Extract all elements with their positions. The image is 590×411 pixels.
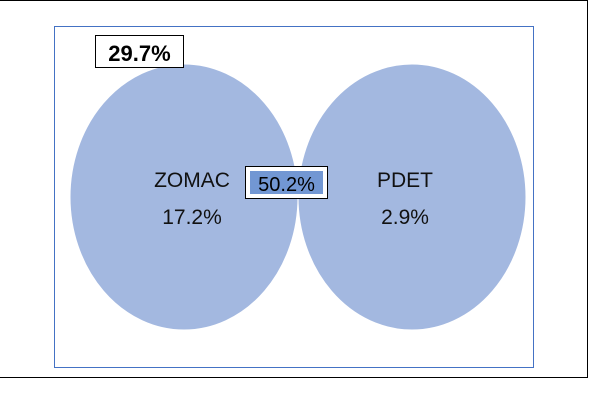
left-set-value: 17.2% <box>162 206 222 229</box>
outside-value: 29.7% <box>108 41 170 66</box>
figure-frame <box>0 0 588 378</box>
right-set-circle <box>297 63 527 331</box>
right-set-value: 2.9% <box>381 206 429 229</box>
plot-area-border <box>54 26 534 368</box>
outside-value-box <box>95 35 184 68</box>
intersection-value-highlight <box>250 171 323 194</box>
right-set-name: PDET <box>377 169 433 192</box>
intersection-value: 50.2% <box>258 174 315 196</box>
left-set-name: ZOMAC <box>154 169 230 192</box>
